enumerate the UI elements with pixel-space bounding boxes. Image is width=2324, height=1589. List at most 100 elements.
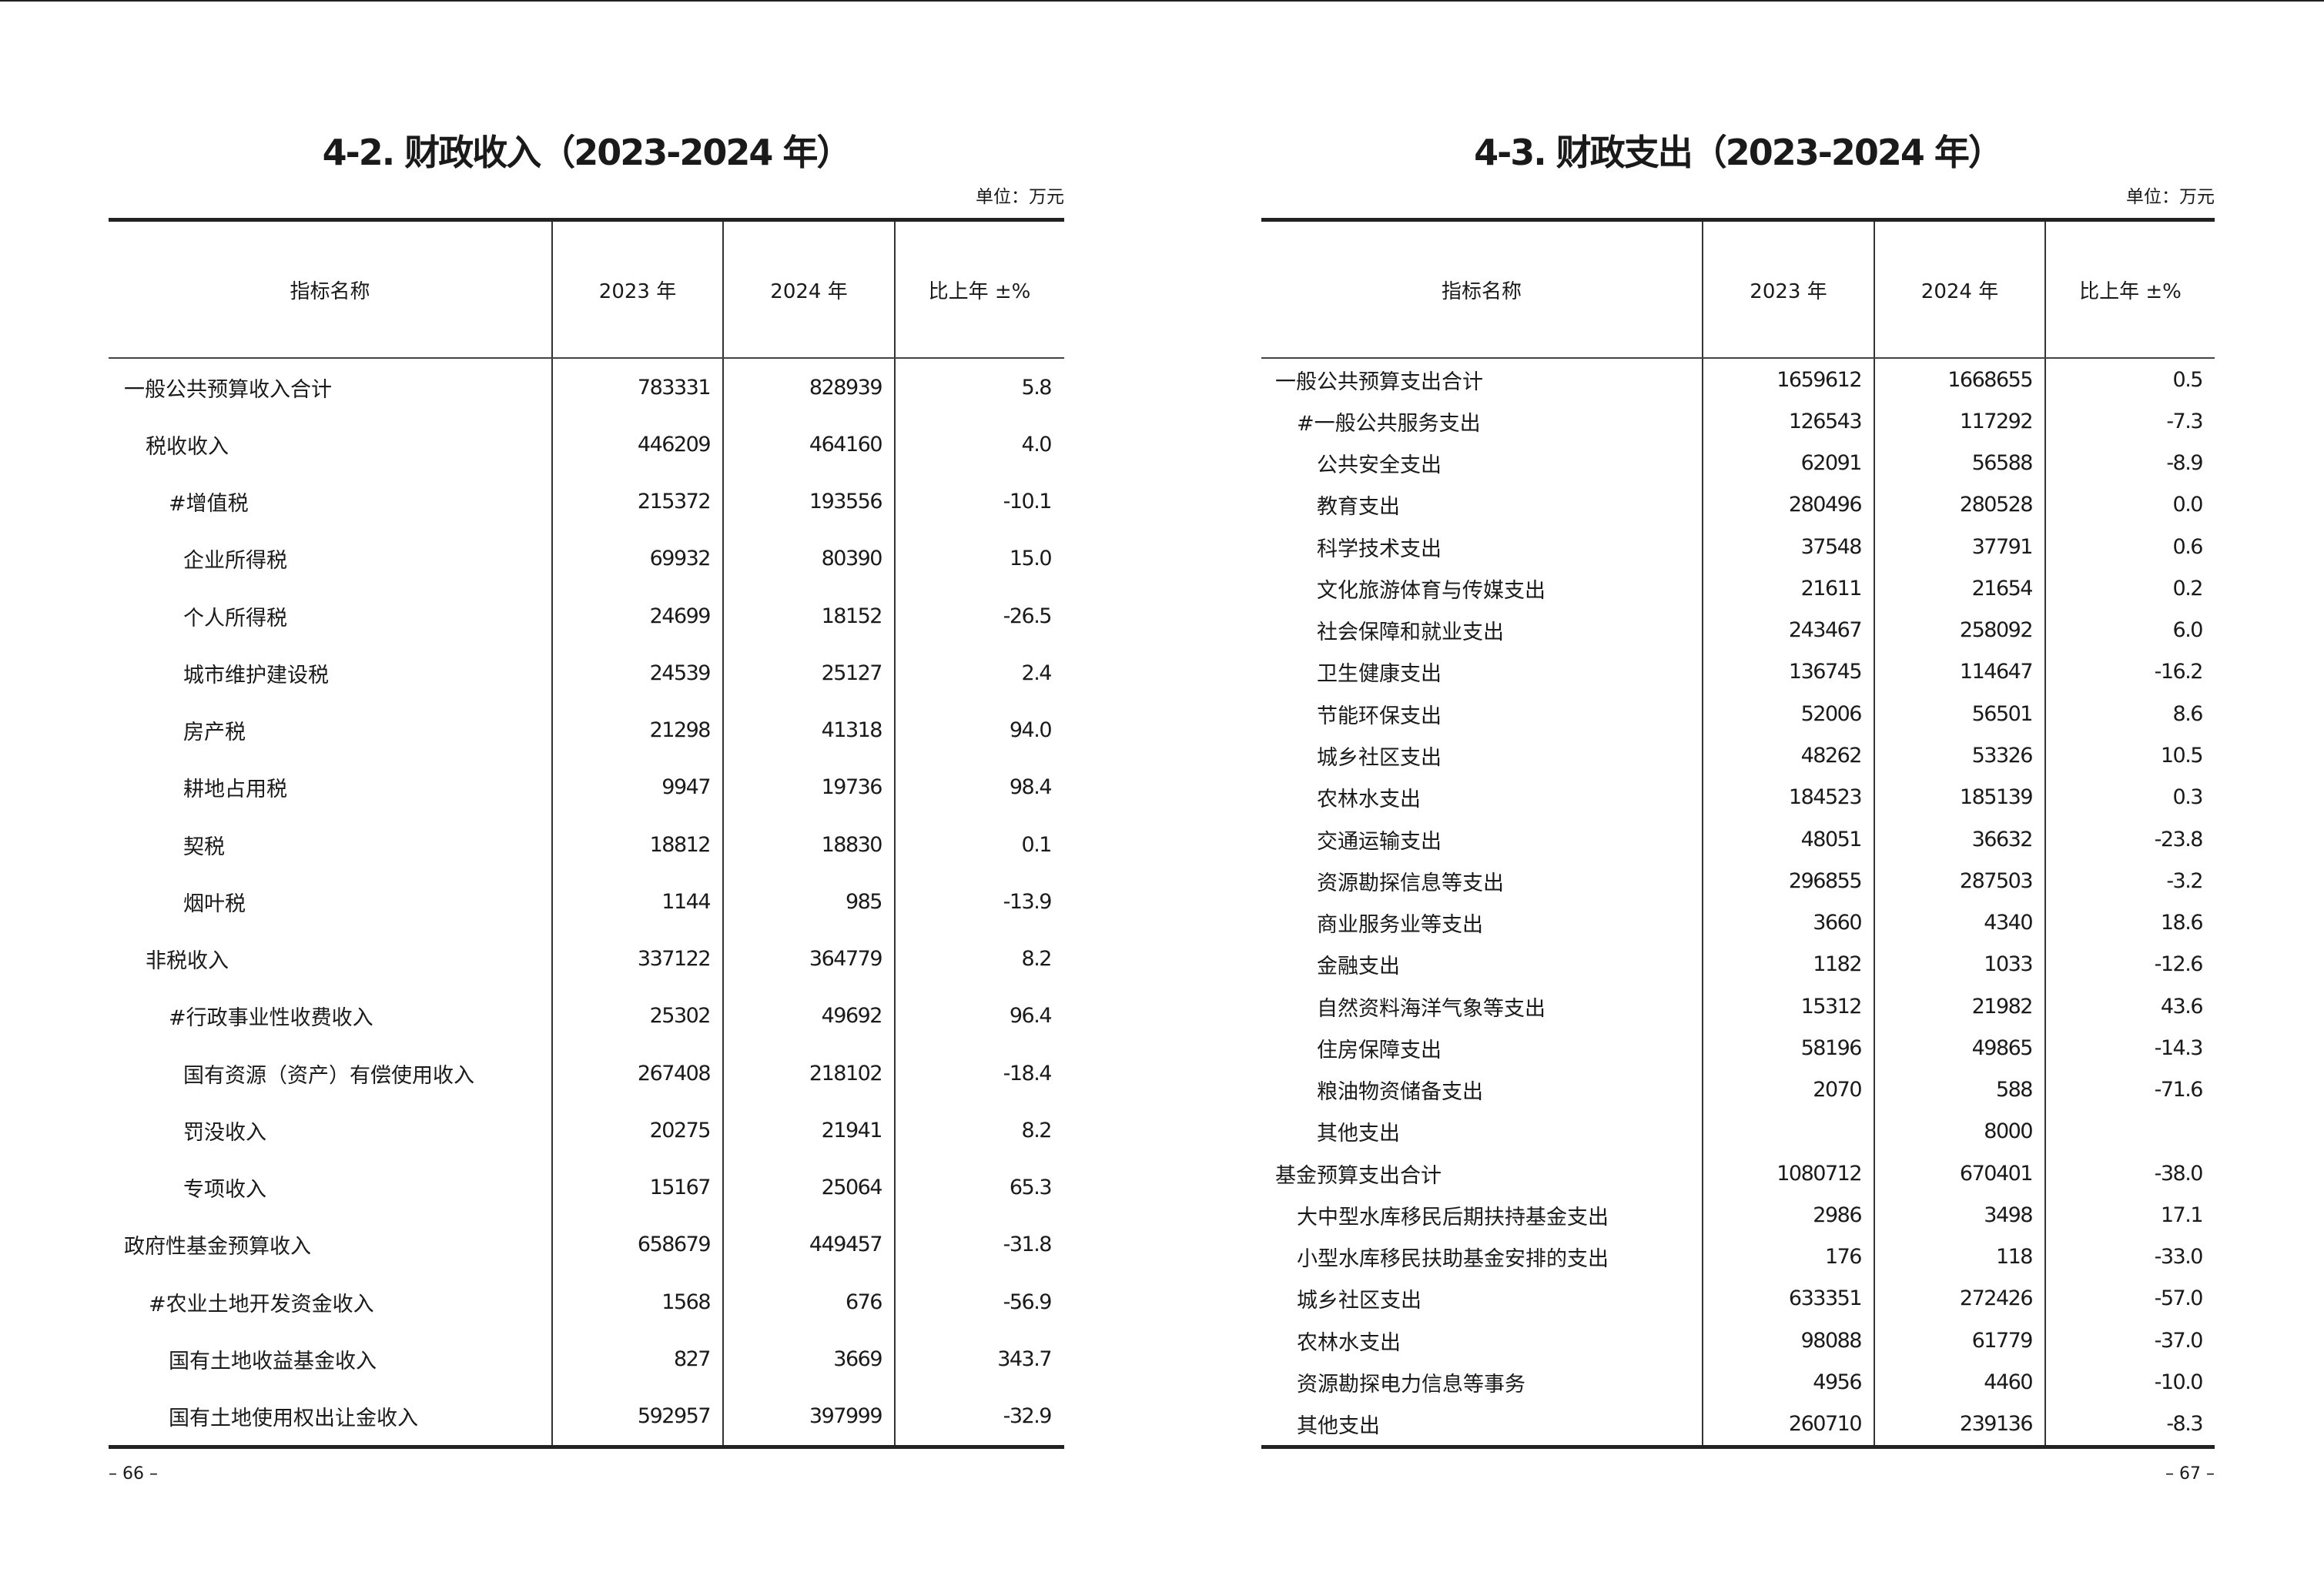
row-label: 小型水库移民扶助基金安排的支出 (1297, 1247, 1609, 1272)
row-label: 大中型水库移民后期扶持基金支出 (1297, 1205, 1609, 1229)
value-cell-2024: 49865 (1874, 1027, 2044, 1069)
table-row: 社会保障和就业支出 243467 258092 6.0 (1261, 609, 2215, 651)
row-label: 国有资源（资产）有偿使用收入 (183, 1063, 474, 1088)
value-cell-2023: 1182 (1702, 943, 1874, 985)
value-cell-2023: 48051 (1702, 818, 1874, 861)
table-body: 一般公共预算支出合计 1659612 1668655 0.5 #一般公共服务支出 1265… (1261, 359, 2215, 1445)
value-cell-2024: 56501 (1874, 693, 2044, 735)
table-row: 个人所得税 24699 18152 -26.5 (109, 587, 1064, 645)
table-row: 农林水支出 98088 61779 -37.0 (1261, 1320, 2215, 1362)
change-percent-cell: -57.0 (2044, 1277, 2215, 1320)
value-cell-2024: 272426 (1874, 1277, 2044, 1320)
change-percent-cell: 96.4 (894, 987, 1063, 1045)
change-percent-cell: -31.8 (894, 1216, 1063, 1273)
value-cell-2023: 62091 (1702, 442, 1874, 484)
value-cell-2023: 37548 (1702, 526, 1874, 568)
change-percent-cell: -10.1 (894, 473, 1063, 530)
change-percent-cell: 8.2 (894, 1102, 1063, 1159)
value-cell-2024: 118 (1874, 1236, 2044, 1278)
value-cell-2024: 21982 (1874, 985, 2044, 1028)
table-row: 烟叶税 1144 985 -13.9 (109, 873, 1064, 931)
table-row: 房产税 21298 41318 94.0 (109, 701, 1064, 759)
value-cell-2023: 1659612 (1702, 359, 1874, 401)
value-cell-2023: 260710 (1702, 1403, 1874, 1445)
row-label: 基金预算支出合计 (1275, 1163, 1442, 1188)
table-row: 卫生健康支出 136745 114647 -16.2 (1261, 651, 2215, 694)
value-cell-2023: 1144 (551, 873, 722, 931)
row-label: 国有土地使用权出让金收入 (169, 1407, 418, 1431)
value-cell-2024: 828939 (722, 359, 894, 416)
row-label: 国有土地收益基金收入 (169, 1349, 377, 1373)
table-row: 税收收入 446209 464160 4.0 (109, 416, 1064, 473)
table-row: #一般公共服务支出 126543 117292 -7.3 (1261, 400, 2215, 443)
row-label: 城市维护建设税 (183, 663, 329, 687)
value-cell-2024: 239136 (1874, 1403, 2044, 1445)
row-label: 房产税 (183, 721, 246, 745)
change-percent-cell: -23.8 (2044, 818, 2215, 861)
change-percent-cell: 17.1 (2044, 1194, 2215, 1236)
value-cell-2023: 15167 (551, 1159, 722, 1216)
change-percent-cell: -37.0 (2044, 1320, 2215, 1362)
row-label: 农林水支出 (1297, 1330, 1401, 1355)
change-percent-cell: 10.5 (2044, 734, 2215, 777)
table-row: 其他支出 260710 239136 -8.3 (1261, 1403, 2215, 1445)
value-cell-2024: 18152 (722, 587, 894, 645)
value-cell-2023: 21611 (1702, 567, 1874, 610)
table-row: 城市维护建设税 24539 25127 2.4 (109, 644, 1064, 702)
table-row: 住房保障支出 58196 49865 -14.3 (1261, 1027, 2215, 1069)
table-title: 4-3. 财政支出（2023-2024 年） (1474, 132, 2004, 173)
row-label: 交通运输支出 (1317, 829, 1442, 854)
value-cell-2023: 24539 (551, 644, 722, 702)
value-cell-2024: 1668655 (1874, 359, 2044, 401)
table-row: 企业所得税 69932 80390 15.0 (109, 530, 1064, 587)
table-row: 交通运输支出 48051 36632 -23.8 (1261, 818, 2215, 861)
row-label: 教育支出 (1317, 495, 1400, 520)
change-percent-cell: -26.5 (894, 587, 1063, 645)
table-row: 粮油物资储备支出 2070 588 -71.6 (1261, 1069, 2215, 1111)
change-percent-cell: 98.4 (894, 758, 1063, 816)
row-label: #农业土地开发资金收入 (149, 1292, 374, 1316)
change-percent-cell: 94.0 (894, 701, 1063, 759)
value-cell-2023: 267408 (551, 1045, 722, 1102)
table-row: #增值税 215372 193556 -10.1 (109, 473, 1064, 530)
change-percent-cell: -32.9 (894, 1387, 1063, 1445)
value-cell-2023: 2070 (1702, 1069, 1874, 1111)
value-cell-2023: 24699 (551, 587, 722, 645)
change-percent-cell: 43.6 (2044, 985, 2215, 1028)
value-cell-2024: 56588 (1874, 442, 2044, 484)
table-row: 非税收入 337122 364779 8.2 (109, 930, 1064, 988)
row-label: 非税收入 (146, 949, 229, 974)
row-label: 社会保障和就业支出 (1317, 621, 1504, 645)
value-cell-2023: 20275 (551, 1102, 722, 1159)
row-label: 粮油物资储备支出 (1317, 1080, 1483, 1105)
value-cell-2023: 1568 (551, 1273, 722, 1331)
change-percent-cell: 5.8 (894, 359, 1063, 416)
change-percent-cell: -3.2 (2044, 860, 2215, 902)
table-row: 科学技术支出 37548 37791 0.6 (1261, 526, 2215, 568)
value-cell-2023: 9947 (551, 758, 722, 816)
change-percent-cell: 2.4 (894, 644, 1063, 702)
table-row: 商业服务业等支出 3660 4340 18.6 (1261, 902, 2215, 944)
unit-label: 单位：万元 (976, 187, 1064, 207)
expenditure-table: 指标名称 2023 年 2024 年比上年 ±% 一般公共预算支出合计 1659612… (1261, 218, 2215, 1449)
change-percent-cell: -56.9 (894, 1273, 1063, 1331)
table-row: 一般公共预算收入合计 783331 828939 5.8 (109, 359, 1064, 416)
value-cell-2023: 126543 (1702, 400, 1874, 443)
row-label: 其他支出 (1317, 1122, 1400, 1146)
value-cell-2023: 18812 (551, 816, 722, 874)
row-label: 专项收入 (183, 1178, 266, 1203)
table-row: 文化旅游体育与传媒支出 21611 21654 0.2 (1261, 567, 2215, 610)
table-row: 专项收入 15167 25064 65.3 (109, 1159, 1064, 1216)
value-cell-2023: 2986 (1702, 1194, 1874, 1236)
change-percent-cell: -14.3 (2044, 1027, 2215, 1069)
value-cell-2024: 4460 (1874, 1361, 2044, 1403)
value-cell-2023: 52006 (1702, 693, 1874, 735)
value-cell-2024: 676 (722, 1273, 894, 1331)
value-cell-2023: 21298 (551, 701, 722, 759)
table-row: 城乡社区支出 633351 272426 -57.0 (1261, 1277, 2215, 1320)
row-label: 资源勘探信息等支出 (1317, 871, 1504, 895)
table-title: 4-2. 财政收入（2023-2024 年） (322, 132, 852, 173)
table-row: 国有土地使用权出让金收入 592957 397999 -32.9 (109, 1387, 1064, 1445)
value-cell-2024: 670401 (1874, 1152, 2044, 1195)
